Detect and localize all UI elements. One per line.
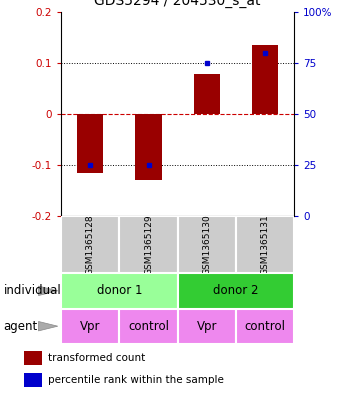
Text: donor 2: donor 2 bbox=[213, 284, 259, 298]
Bar bbox=[194, 74, 220, 114]
Text: donor 1: donor 1 bbox=[97, 284, 142, 298]
Bar bbox=[236, 216, 294, 273]
Polygon shape bbox=[38, 321, 58, 331]
Text: GSM1365128: GSM1365128 bbox=[86, 214, 95, 275]
Text: GSM1365130: GSM1365130 bbox=[202, 214, 211, 275]
Polygon shape bbox=[38, 286, 58, 296]
Bar bbox=[77, 114, 104, 173]
Text: GSM1365129: GSM1365129 bbox=[144, 214, 153, 275]
Bar bbox=[177, 216, 236, 273]
Bar bbox=[177, 273, 294, 309]
Bar bbox=[61, 216, 119, 273]
Bar bbox=[135, 114, 162, 180]
Text: GSM1365131: GSM1365131 bbox=[260, 214, 270, 275]
Bar bbox=[252, 45, 278, 114]
Bar bbox=[119, 216, 177, 273]
Text: individual: individual bbox=[4, 284, 61, 298]
Text: percentile rank within the sample: percentile rank within the sample bbox=[48, 375, 224, 385]
Bar bbox=[24, 373, 42, 387]
Text: agent: agent bbox=[4, 320, 38, 333]
Bar bbox=[61, 273, 177, 309]
Bar bbox=[61, 309, 119, 344]
Bar bbox=[236, 309, 294, 344]
Text: Vpr: Vpr bbox=[196, 320, 217, 333]
Bar bbox=[119, 309, 177, 344]
Text: control: control bbox=[128, 320, 169, 333]
Bar bbox=[24, 351, 42, 365]
Text: control: control bbox=[244, 320, 285, 333]
Text: Vpr: Vpr bbox=[80, 320, 100, 333]
Bar bbox=[177, 309, 236, 344]
Text: transformed count: transformed count bbox=[48, 353, 146, 363]
Title: GDS5294 / 204530_s_at: GDS5294 / 204530_s_at bbox=[94, 0, 261, 8]
